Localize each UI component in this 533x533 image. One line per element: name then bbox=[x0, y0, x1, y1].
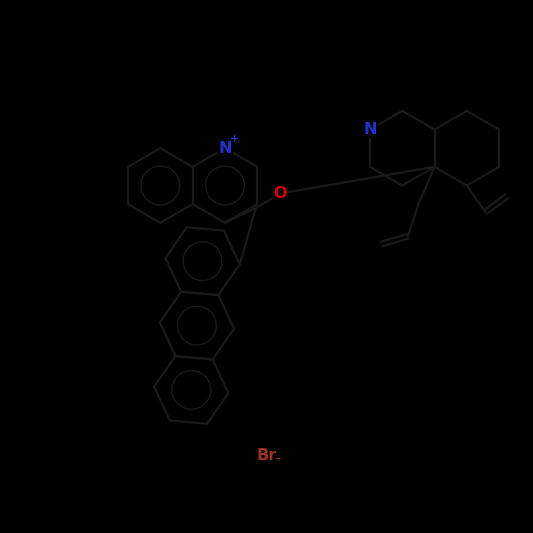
Text: N: N bbox=[218, 141, 232, 156]
Text: +: + bbox=[230, 134, 239, 143]
Text: N: N bbox=[363, 122, 377, 137]
Text: Br: Br bbox=[257, 448, 277, 463]
Text: ⁻: ⁻ bbox=[274, 455, 281, 468]
Text: O: O bbox=[273, 186, 287, 201]
